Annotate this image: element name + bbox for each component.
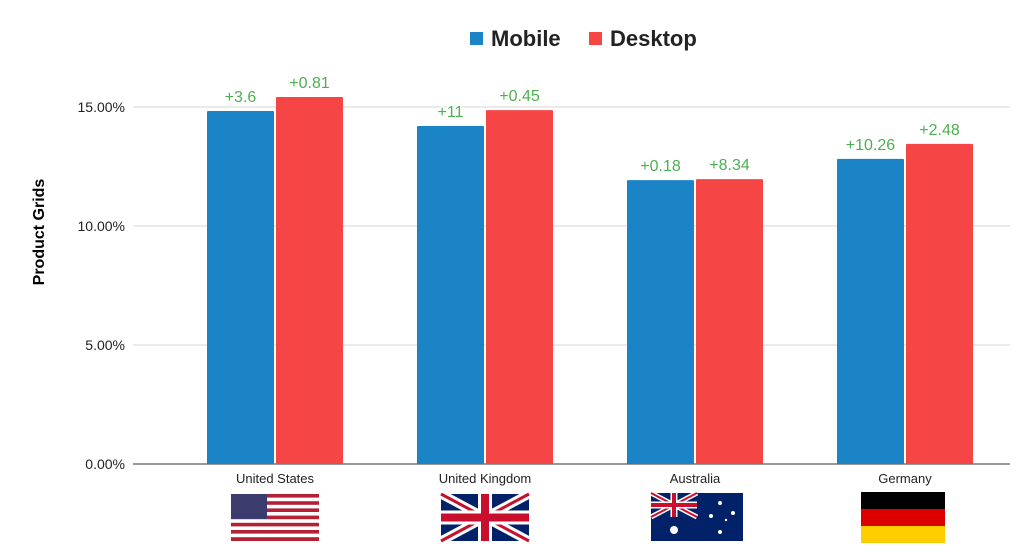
legend-swatch: [589, 32, 602, 45]
us-flag: [231, 494, 319, 541]
bar-mobile: [207, 111, 274, 465]
bar-mobile: [417, 126, 484, 464]
legend-label: Desktop: [610, 26, 697, 51]
australia-flag: [649, 490, 743, 541]
bar-desktop: [276, 97, 343, 464]
data-label: +0.45: [499, 88, 540, 105]
y-tick-label: 15.00%: [78, 99, 125, 115]
bar-mobile: [837, 158, 904, 464]
bar-desktop: [696, 179, 763, 464]
data-label: +0.81: [289, 75, 330, 92]
data-label: +11: [438, 104, 464, 121]
data-label: +10.26: [846, 137, 895, 154]
data-label: +3.6: [225, 89, 257, 106]
legend-label: Mobile: [491, 26, 561, 51]
x-tick-label: Australia: [670, 471, 721, 486]
y-tick-label: 0.00%: [85, 456, 125, 472]
y-axis-title: Product Grids: [31, 179, 48, 286]
x-tick-label: Germany: [878, 471, 932, 486]
data-label: +0.18: [640, 158, 681, 175]
bar-desktop: [486, 110, 553, 465]
bar-desktop: [906, 143, 973, 464]
x-tick-label: United States: [236, 471, 315, 486]
legend: Mobile Desktop: [470, 26, 697, 51]
legend-swatch: [470, 32, 483, 45]
uk-flag: [438, 490, 532, 545]
y-tick-label: 5.00%: [85, 337, 125, 353]
germany-flag: [861, 492, 945, 543]
x-tick-label: United Kingdom: [439, 471, 532, 486]
data-label: +8.34: [709, 157, 750, 174]
y-tick-label: 10.00%: [78, 218, 125, 234]
bar-mobile: [627, 180, 694, 465]
data-label: +2.48: [919, 122, 960, 139]
